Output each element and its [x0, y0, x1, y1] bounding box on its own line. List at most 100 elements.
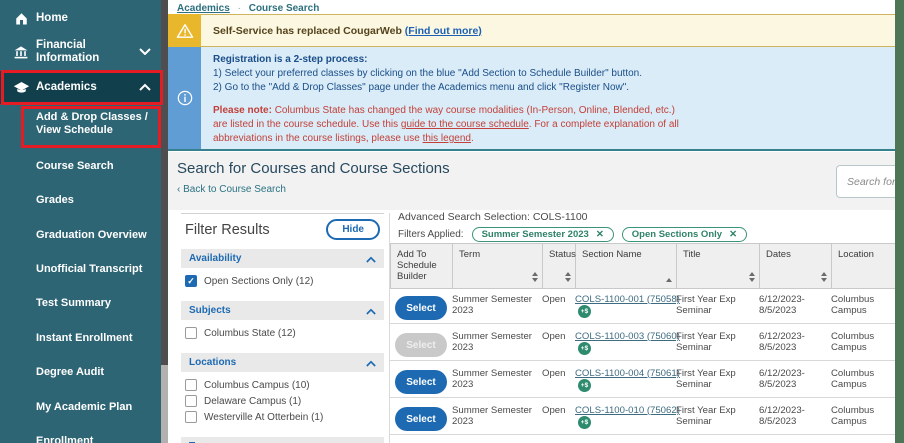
select-button[interactable]: Select [395, 296, 447, 320]
filter-chip-open-sections[interactable]: Open Sections Only ✕ [621, 227, 748, 242]
column-header-location[interactable]: Location [832, 244, 904, 288]
legend-link[interactable]: this legend [422, 133, 471, 144]
breadcrumb: Academics · Course Search [177, 3, 319, 14]
column-header-title[interactable]: Title [677, 244, 760, 288]
fee-badge-icon: +$ [578, 379, 591, 392]
filter-section-terms[interactable]: Terms [181, 437, 384, 443]
checkbox-checked-icon[interactable]: ✓ [185, 275, 197, 287]
note-text: . [470, 133, 474, 144]
filter-option-label: Open Sections Only (12) [204, 275, 314, 287]
sidebar-item-test-summary[interactable]: Test Summary [36, 297, 111, 309]
sidebar-item-academics[interactable]: Academics [0, 71, 161, 104]
back-link-label: Back to Course Search [180, 184, 286, 195]
sidebar-scrollbar-track[interactable] [161, 0, 168, 443]
sidebar-item-financial-information[interactable]: Financial Information [0, 39, 161, 64]
title-cell: First Year Exp Seminar [676, 368, 736, 390]
info-banner: Registration is a 2-step process: 1) Sel… [168, 47, 895, 151]
select-button[interactable]: Select [395, 370, 447, 394]
column-header-section-name[interactable]: Section Name [576, 244, 677, 288]
dates-cell: 6/12/2023-8/5/2023 [759, 368, 805, 390]
filter-option-label: Columbus Campus (10) [204, 379, 310, 391]
column-label: Status [549, 249, 576, 260]
search-input[interactable] [836, 165, 904, 198]
filter-section-locations[interactable]: Locations [181, 353, 384, 372]
info-note: Please note: Columbus State has changed … [213, 104, 691, 146]
panel-divider [389, 213, 390, 443]
section-link[interactable]: COLS-1100-003 (75060) [575, 331, 680, 342]
chevron-up-icon [366, 438, 376, 443]
column-label: Section Name [582, 249, 642, 260]
chevron-up-icon [139, 82, 151, 94]
sidebar-item-graduation-overview[interactable]: Graduation Overview [36, 229, 147, 241]
sidebar-item-my-academic-plan[interactable]: My Academic Plan [36, 401, 133, 413]
filter-chip-summer-semester[interactable]: Summer Semester 2023 ✕ [471, 227, 614, 242]
checkbox-icon[interactable] [185, 379, 197, 391]
note-text: Columbus State has changed the way cours… [213, 105, 675, 130]
close-icon[interactable]: ✕ [595, 229, 604, 240]
checkbox-icon[interactable] [185, 411, 197, 423]
sort-icon[interactable] [532, 272, 538, 282]
filter-section-subjects[interactable]: Subjects [181, 301, 384, 320]
section-link[interactable]: COLS-1100-004 (75061) [575, 368, 680, 379]
sidebar-item-add-drop-classes[interactable]: Add & Drop Classes / View Schedule [36, 111, 148, 136]
filter-option-label: Westerville At Otterbein (1) [204, 411, 324, 423]
column-header-dates[interactable]: Dates [760, 244, 832, 288]
sort-icon[interactable] [666, 278, 672, 282]
sidebar-item-degree-audit[interactable]: Degree Audit [36, 366, 105, 378]
sort-icon[interactable] [821, 272, 827, 282]
column-header-status[interactable]: Status [543, 244, 576, 288]
sidebar-item-home[interactable]: Home [0, 6, 161, 30]
filter-panel-title: Filter Results [185, 222, 270, 238]
status-cell: Open [542, 368, 566, 379]
alert-text: Self-Service has replaced CougarWeb [213, 24, 405, 37]
right-edge-strip [895, 0, 904, 443]
info-step-1: 1) Select your preferred classes by clic… [213, 68, 643, 79]
filter-option-westerville[interactable]: Westerville At Otterbein (1) [185, 411, 380, 423]
info-icon [168, 47, 201, 149]
select-button[interactable]: Select [395, 407, 447, 431]
checkbox-icon[interactable] [185, 327, 197, 339]
sidebar-scrollbar-thumb[interactable] [161, 0, 168, 365]
sort-icon[interactable] [749, 272, 755, 282]
back-to-course-search-link[interactable]: ‹ Back to Course Search [177, 184, 286, 195]
hide-filters-button[interactable]: Hide [326, 219, 380, 240]
sidebar-item-enrollment-verification[interactable]: Enrollment Verification [36, 435, 94, 443]
find-out-more-link[interactable]: (Find out more) [404, 24, 482, 37]
guide-link[interactable]: guide to the course schedule [400, 119, 529, 130]
dates-cell: 6/12/2023-8/5/2023 [759, 331, 805, 353]
filter-option-label: Columbus State (12) [204, 327, 296, 339]
sidebar-item-instant-enrollment[interactable]: Instant Enrollment [36, 332, 133, 344]
section-link[interactable]: COLS-1100-001 (75058) [575, 294, 680, 305]
column-label: Term [459, 249, 481, 260]
filter-option-delaware-campus[interactable]: Delaware Campus (1) [185, 395, 380, 407]
filter-option-columbus-state[interactable]: Columbus State (12) [185, 327, 380, 339]
results-table: Add To Schedule Builder Term Status Sect… [390, 243, 904, 437]
sort-icon[interactable] [565, 272, 571, 282]
note-label: Please note: [213, 105, 272, 116]
column-label: Location [838, 249, 874, 260]
filter-panel: Filter Results Hide Availability ✓ Open … [181, 213, 384, 443]
checkbox-icon[interactable] [185, 395, 197, 407]
warning-icon [168, 14, 201, 47]
section-link[interactable]: COLS-1100-010 (75062) [575, 405, 680, 416]
table-row: Select Summer Semester 2023 Open COLS-11… [390, 326, 904, 361]
sidebar-item-course-search[interactable]: Course Search [36, 160, 114, 172]
close-icon[interactable]: ✕ [729, 229, 738, 240]
dates-cell: 6/12/2023-8/5/2023 [759, 294, 805, 316]
filter-option-open-sections[interactable]: ✓ Open Sections Only (12) [185, 275, 380, 287]
sidebar-item-grades[interactable]: Grades [36, 194, 74, 206]
filter-option-columbus-campus[interactable]: Columbus Campus (10) [185, 379, 380, 391]
breadcrumb-academics-link[interactable]: Academics [177, 3, 230, 14]
filter-section-availability[interactable]: Availability [181, 249, 384, 268]
filter-option-label: Delaware Campus (1) [204, 395, 302, 407]
filter-section-label: Locations [189, 357, 237, 368]
graduation-cap-icon [12, 79, 30, 97]
table-row: Select Summer Semester 2023 Open COLS-11… [390, 289, 904, 324]
breadcrumb-current: Course Search [248, 3, 320, 14]
sidebar-item-unofficial-transcript[interactable]: Unofficial Transcript [36, 263, 143, 275]
location-cell: Columbus Campus [831, 331, 875, 353]
column-header-term[interactable]: Term [453, 244, 543, 288]
location-cell: Columbus Campus [831, 294, 875, 316]
page-header: Search for Courses and Course Sections ‹… [168, 152, 904, 210]
select-button-disabled: Select [395, 333, 447, 357]
